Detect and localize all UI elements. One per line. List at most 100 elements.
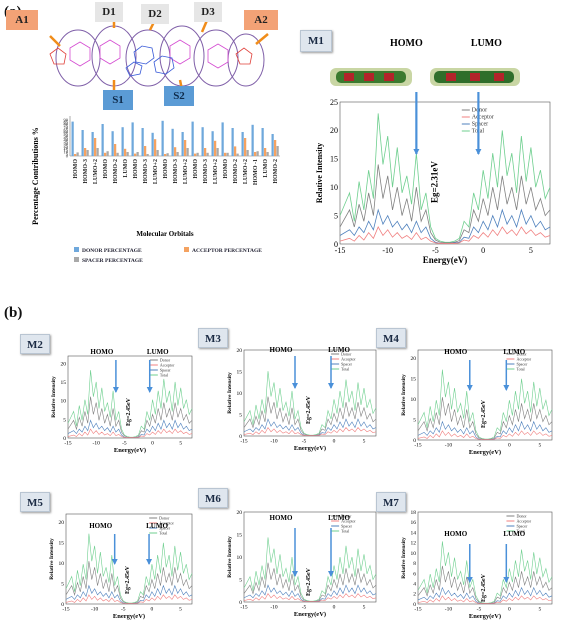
series-line-donor — [65, 561, 193, 604]
bar-x-tick-label: HOMO — [163, 159, 169, 179]
bar-spacer — [166, 153, 169, 156]
bar-x-tick-label: LUMO+2 — [153, 159, 159, 184]
y-tick-label: 20 — [61, 361, 67, 367]
bar-acceptor — [274, 140, 277, 156]
tag-d3: D3 — [194, 2, 222, 22]
legend-label: Total — [160, 373, 169, 378]
bar-legend-swatch — [184, 247, 189, 252]
legend-label: Total — [516, 367, 525, 372]
x-tick-label: 5 — [538, 607, 541, 613]
x-tick-label: -5 — [432, 246, 439, 255]
homo-label: HOMO — [270, 514, 293, 522]
series-line-spacer — [339, 208, 551, 244]
bar-spacer — [76, 152, 79, 156]
y-tick-label: 5 — [334, 211, 338, 220]
x-tick-label: -15 — [62, 607, 70, 613]
y-tick-label: 2 — [413, 592, 416, 598]
x-tick-label: -5 — [477, 443, 482, 449]
bar-acceptor — [214, 140, 217, 156]
bar-acceptor — [124, 148, 127, 156]
x-tick-label: 0 — [508, 607, 511, 613]
y-tick-label: 0 — [61, 602, 64, 608]
bar-legend-swatch — [74, 247, 79, 252]
y-axis-label: Relative Intensity — [315, 143, 324, 203]
gap-label: Eg=2.45eV — [306, 567, 312, 596]
y-tick-label: 12 — [411, 541, 417, 547]
series-line-total — [65, 533, 193, 604]
x-tick-label: -10 — [270, 439, 278, 445]
legend-label: Donor — [159, 516, 170, 521]
homo-label: HOMO — [444, 348, 467, 356]
bar-donor — [101, 124, 104, 156]
lumo-arrow-head — [328, 571, 334, 577]
bar-y-tick-label: 30 — [64, 142, 69, 147]
x-tick-label: 5 — [179, 441, 182, 447]
x-tick-label: 5 — [538, 443, 541, 449]
x-tick-label: -15 — [335, 246, 346, 255]
bar-donor — [251, 124, 254, 156]
lumo-label: LUMO — [328, 346, 350, 354]
bar-donor — [151, 132, 154, 156]
bar-acceptor — [94, 138, 97, 156]
gap-label: Eg=2.45eV — [126, 397, 132, 426]
bar-spacer — [216, 148, 219, 156]
bar-donor — [241, 132, 244, 156]
y-axis-label: Relative Intensity — [401, 374, 407, 416]
bar-acceptor — [104, 152, 107, 156]
x-tick-label: -15 — [240, 605, 248, 611]
lumo-arrow-head — [328, 383, 334, 389]
y-tick-label: 10 — [237, 391, 243, 397]
bar-spacer — [276, 146, 279, 156]
bar-x-axis-label: Molecular Orbitals — [136, 230, 193, 238]
m4-label: M4 — [376, 328, 406, 348]
x-tick-label: 5 — [529, 246, 533, 255]
bar-y-tick-label: 70 — [64, 126, 69, 131]
x-tick-label: 0 — [333, 605, 336, 611]
bar-spacer — [116, 152, 119, 156]
y-tick-label: 20 — [59, 520, 65, 526]
y-tick-label: 10 — [411, 551, 417, 557]
lumo-label: LUMO — [503, 348, 525, 356]
y-axis-label: Relative Intensity — [227, 372, 233, 414]
bar-spacer — [206, 152, 209, 156]
bar-donor — [81, 130, 84, 156]
legend-label: Spacer — [159, 526, 171, 531]
bar-legend-label: ACCEPTOR PERCENTAGE — [192, 248, 262, 254]
bar-y-tick-label: 90 — [64, 118, 69, 123]
bar-x-tick-label: HOMO-3 — [143, 159, 149, 184]
bar-donor — [121, 127, 124, 156]
bar-x-tick-label: HOMO-2 — [113, 159, 119, 184]
bar-spacer — [156, 150, 159, 156]
y-tick-label: 20 — [330, 126, 338, 135]
legend-label: Donor — [516, 352, 527, 357]
y-tick-label: 8 — [413, 561, 416, 567]
series-line-total — [417, 369, 553, 440]
plot-frame — [417, 349, 553, 441]
y-tick-label: 0 — [413, 438, 416, 444]
legend-label: Donor — [516, 514, 527, 519]
bar-spacer — [106, 151, 109, 156]
bar-x-tick-label: HOMO-2 — [233, 159, 239, 184]
bar-donor — [131, 122, 134, 156]
homo-label: HOMO — [89, 522, 112, 530]
lumo-arrow-head — [146, 387, 153, 393]
bar-spacer — [226, 152, 229, 156]
dos-chart-m7: 0 2 4 6 8 10 12 14 16 18 -15 -10 -5 0 5 Energy(eV) Relat… — [401, 510, 553, 620]
x-tick-label: 5 — [363, 439, 366, 445]
legend-label: Acceptor — [472, 115, 494, 121]
y-tick-label: 6 — [413, 571, 416, 577]
bar-donor — [231, 128, 234, 156]
y-tick-label: 5 — [239, 577, 242, 583]
bar-y-tick-label: 5 — [66, 152, 69, 157]
bar-y-tick-label: 45 — [64, 136, 69, 141]
series-line-donor — [417, 397, 553, 440]
legend-label: Total — [516, 529, 525, 534]
bar-acceptor — [234, 146, 237, 156]
y-tick-label: 5 — [413, 417, 416, 423]
lumo-orbital-image — [430, 68, 520, 86]
x-tick-label: -15 — [240, 439, 248, 445]
bar-spacer — [246, 150, 249, 156]
legend-label: Acceptor — [516, 519, 531, 524]
bar-legend-swatch — [74, 257, 79, 262]
bar-x-tick-label: HOMO-3 — [173, 159, 179, 184]
